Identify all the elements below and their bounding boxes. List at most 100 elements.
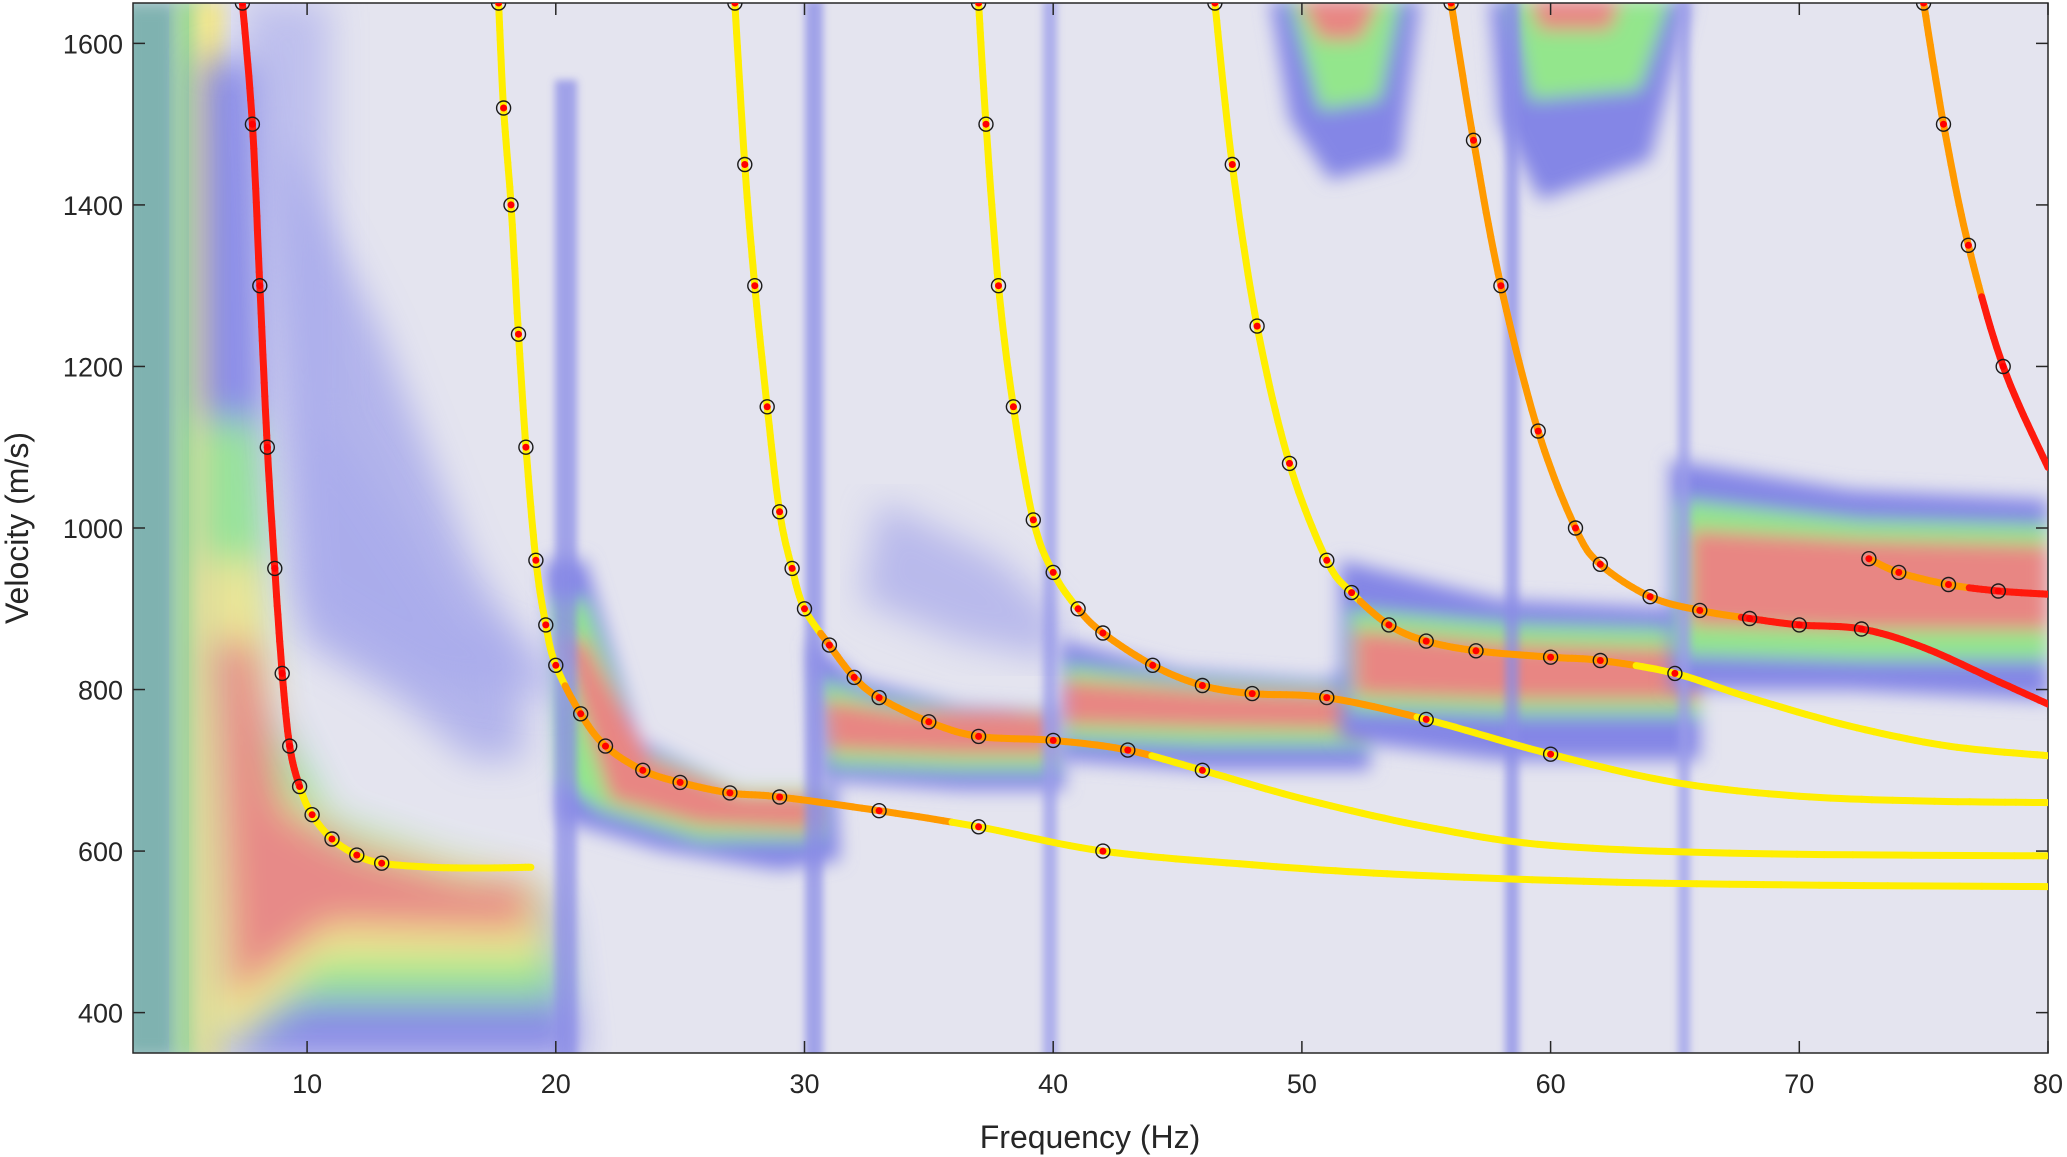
picked-point-circle <box>490 3 507 11</box>
picked-point <box>1422 715 1430 723</box>
picked-point-circle <box>1791 617 1808 633</box>
picked-point <box>776 793 784 801</box>
picked-point-circle <box>1095 843 1111 859</box>
picked-point-circle <box>304 807 320 823</box>
picked-point-circle <box>1542 746 1559 762</box>
picked-point <box>248 120 256 128</box>
picked-point <box>1323 694 1331 702</box>
picked-point <box>1198 766 1206 774</box>
picked-point-circle <box>1045 564 1061 581</box>
picked-point <box>286 742 294 750</box>
picked-point <box>925 718 933 726</box>
picked-point <box>1323 556 1331 564</box>
picked-point <box>1447 3 1455 7</box>
picked-point-circle <box>1194 677 1211 694</box>
picked-point <box>1534 427 1542 435</box>
picked-point-circle <box>1249 318 1265 334</box>
picked-point <box>1228 161 1236 168</box>
picked-point-circle <box>1990 583 2007 599</box>
curve-segment <box>2042 699 2048 708</box>
picked-point-circle <box>784 560 800 577</box>
picked-point-circle <box>1025 512 1042 528</box>
picked-point-circle <box>324 831 340 847</box>
picked-point-circle <box>1120 742 1136 758</box>
picked-point-circle <box>374 855 390 871</box>
picked-point-circle <box>759 399 775 415</box>
picked-point <box>731 3 739 7</box>
picked-point-circle <box>1692 602 1708 619</box>
y-axis-label: Velocity (m/s) <box>0 432 35 624</box>
picked-point-circle <box>1960 237 1977 254</box>
picked-point-circle <box>528 552 544 568</box>
picked-point <box>1945 581 1952 588</box>
picked-point <box>1999 363 2007 370</box>
picked-point-circle <box>1281 455 1298 472</box>
x-tick-label: 50 <box>1287 1069 1317 1099</box>
picked-point <box>378 859 386 867</box>
x-tick-label: 10 <box>292 1069 322 1099</box>
picked-point <box>278 669 286 677</box>
picked-point <box>1009 403 1017 411</box>
picked-point-circle <box>518 439 534 455</box>
picked-point-circle <box>548 657 564 673</box>
dispersion-spectrum-heatmap <box>133 3 2048 1053</box>
picked-point <box>763 403 771 411</box>
picked-point <box>1198 682 1206 689</box>
picked-point-circle <box>1592 652 1609 669</box>
x-tick-label: 60 <box>1536 1069 1566 1099</box>
picked-point <box>995 282 1002 290</box>
picked-point <box>1646 593 1654 601</box>
picked-point-circle <box>573 706 589 722</box>
picked-point <box>1865 555 1873 563</box>
picked-point <box>515 330 522 338</box>
picked-point-circle <box>1642 589 1658 605</box>
picked-point-circle <box>1224 156 1241 173</box>
picked-point <box>308 811 316 819</box>
picked-point <box>296 783 304 790</box>
picked-point-circle <box>672 774 688 791</box>
mode-curve-0 <box>234 3 535 872</box>
picked-point <box>1211 3 1219 7</box>
picked-point-circle <box>274 665 290 682</box>
picked-point <box>975 823 983 831</box>
picked-point <box>1124 746 1132 754</box>
picked-point-circle <box>990 278 1007 294</box>
picked-point <box>676 778 684 786</box>
picked-point-circle <box>1194 762 1211 778</box>
picked-point <box>1472 647 1480 655</box>
picked-point-circle <box>970 819 987 835</box>
picked-point <box>1596 560 1604 568</box>
picked-point-circle <box>737 156 753 173</box>
curve-segment <box>2042 459 2048 471</box>
picked-point <box>1746 615 1754 622</box>
picked-point <box>801 605 808 613</box>
picked-point-circle <box>1144 657 1161 673</box>
picked-point-circle <box>1493 278 1509 294</box>
mode-curve-2 <box>727 3 2048 860</box>
picked-point <box>1671 669 1679 677</box>
picked-point-circle <box>1915 3 1932 11</box>
picked-point-circle <box>1940 576 1957 593</box>
picked-point <box>1422 637 1430 645</box>
picked-point-circle <box>1045 732 1061 749</box>
picked-point-circle <box>538 617 554 633</box>
picked-point-circle <box>1935 116 1952 132</box>
picked-point <box>825 641 833 649</box>
picked-point-circle <box>1667 665 1683 682</box>
picked-point <box>1994 587 2002 595</box>
y-tick-label: 600 <box>78 837 123 867</box>
x-axis-label: Frequency (Hz) <box>980 1119 1201 1155</box>
picked-point <box>602 742 609 750</box>
picked-point-circle <box>495 100 512 116</box>
y-tick-label: 1200 <box>63 352 123 382</box>
mode-curve-4 <box>1207 3 2048 760</box>
x-tick-label: 80 <box>2033 1069 2063 1099</box>
picked-point <box>552 661 560 669</box>
picked-point <box>1253 322 1261 330</box>
picked-point <box>271 564 279 572</box>
picked-point-circle <box>1244 685 1260 702</box>
picked-point-circle <box>1319 689 1335 706</box>
picked-point-circle <box>267 560 283 577</box>
picked-point <box>875 694 883 702</box>
picked-point-circle <box>1343 584 1360 601</box>
